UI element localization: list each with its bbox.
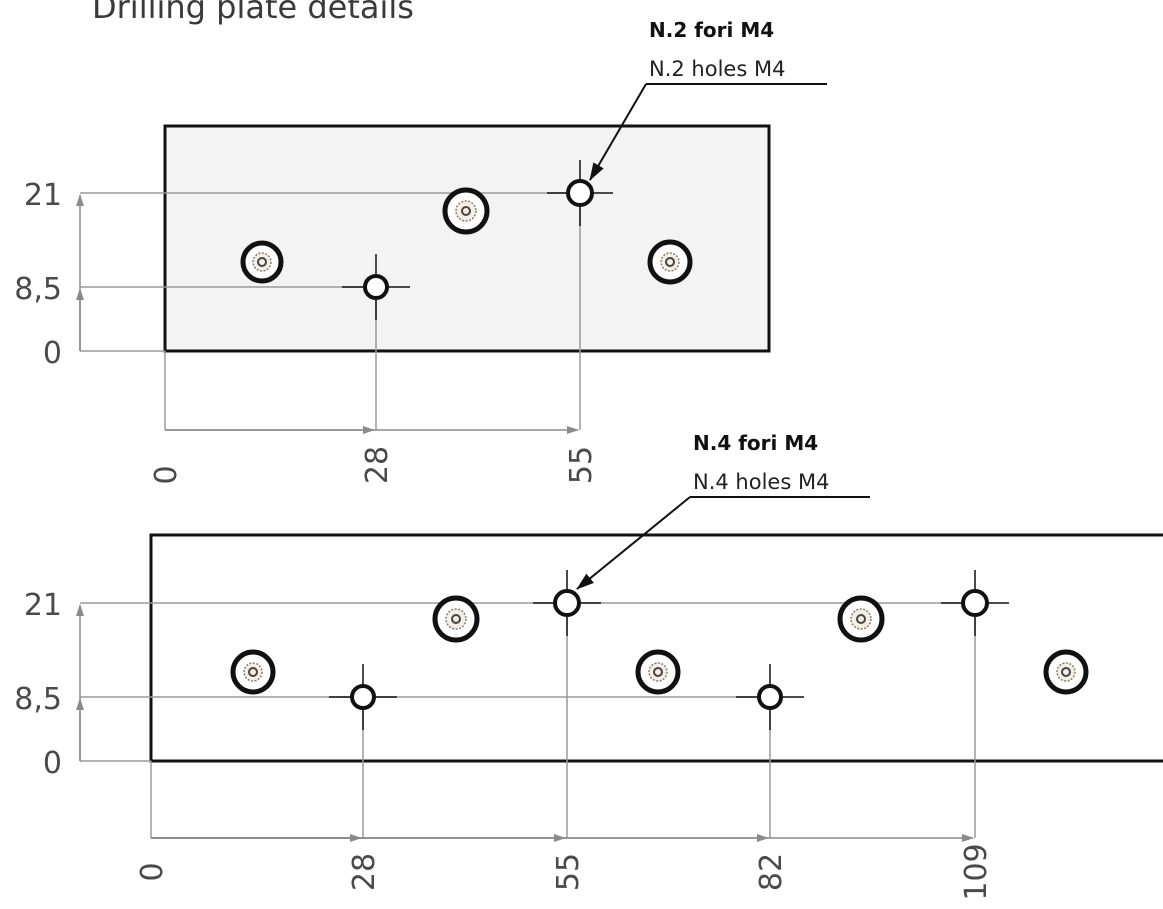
top-plate-group: 21 8,5 0 0 28 55 bbox=[14, 124, 771, 485]
top-callout-regular: N.2 holes M4 bbox=[649, 57, 785, 81]
bottom-y-label-0: 0 bbox=[43, 746, 62, 781]
top-y-label-0: 0 bbox=[43, 336, 62, 371]
top-screw-3 bbox=[647, 239, 693, 285]
bottom-screw-1 bbox=[230, 649, 276, 695]
bottom-callout: N.4 fori M4 N.4 holes M4 bbox=[576, 431, 870, 590]
top-y-label-8-5: 8,5 bbox=[14, 272, 62, 307]
bottom-callout-bold: N.4 fori M4 bbox=[693, 431, 818, 455]
bottom-screw-2 bbox=[432, 595, 480, 643]
bottom-y-label-21: 21 bbox=[24, 588, 62, 623]
bottom-plate-group: 21 8,5 0 0 28 55 82 109 bbox=[14, 533, 1163, 901]
bottom-screw-4 bbox=[837, 595, 885, 643]
bottom-screw-3 bbox=[635, 649, 681, 695]
bottom-callout-regular: N.4 holes M4 bbox=[693, 470, 829, 494]
bottom-hole-m4-4 bbox=[941, 570, 1009, 636]
top-hole-m4-1 bbox=[342, 254, 410, 320]
bottom-x-label-109: 109 bbox=[959, 843, 994, 900]
top-x-label-28: 28 bbox=[360, 446, 395, 484]
bottom-x-label-82: 82 bbox=[754, 853, 789, 891]
bottom-hole-m4-1 bbox=[329, 664, 397, 730]
bottom-x-label-28: 28 bbox=[347, 853, 382, 891]
top-hole-m4-2 bbox=[547, 160, 613, 226]
bottom-hole-m4-2 bbox=[533, 570, 601, 636]
top-callout: N.2 fori M4 N.2 holes M4 bbox=[589, 18, 827, 181]
bottom-y-label-8-5: 8,5 bbox=[14, 682, 62, 717]
top-callout-leader bbox=[589, 83, 647, 181]
bottom-callout-leader bbox=[576, 496, 691, 590]
bottom-hole-m4-3 bbox=[736, 664, 804, 730]
top-screw-2 bbox=[442, 187, 490, 235]
bottom-screw-5 bbox=[1043, 649, 1089, 695]
top-callout-bold: N.2 fori M4 bbox=[649, 18, 774, 42]
top-x-label-0: 0 bbox=[149, 465, 184, 484]
bottom-x-label-55: 55 bbox=[551, 853, 586, 891]
top-plate bbox=[163, 124, 771, 353]
bottom-plate bbox=[149, 533, 1163, 763]
top-y-label-21: 21 bbox=[24, 178, 62, 213]
top-x-label-55: 55 bbox=[564, 446, 599, 484]
drawing-title: Drilling plate details bbox=[92, 0, 414, 26]
top-screw-1 bbox=[240, 240, 284, 284]
bottom-x-label-0: 0 bbox=[135, 862, 170, 881]
